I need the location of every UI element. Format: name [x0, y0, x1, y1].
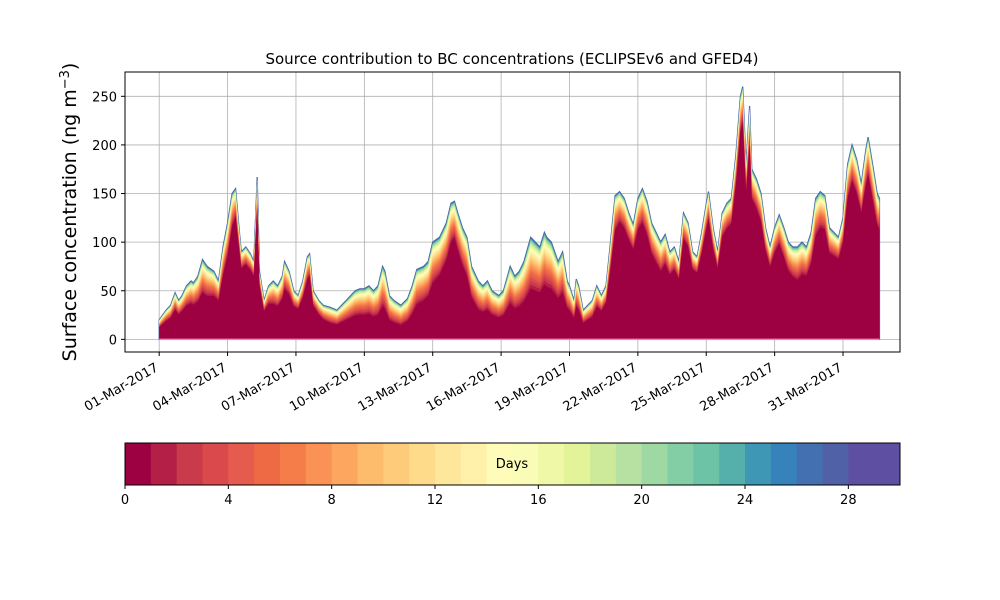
colorbar-label: Days — [496, 457, 529, 472]
colorbar-segment — [641, 443, 668, 485]
colorbar-segment — [125, 443, 152, 485]
chart-title: Source contribution to BC concentrations… — [265, 50, 758, 68]
colorbar-segment — [254, 443, 281, 485]
colorbar-segment — [719, 443, 746, 485]
y-axis-label: Surface concentration (ng m−3) — [58, 63, 82, 362]
colorbar-frame — [124, 442, 901, 486]
colorbar-segment — [409, 443, 436, 485]
colorbar-segment — [770, 443, 798, 485]
colorbar-tick-label: 16 — [530, 493, 547, 508]
colorbar-tick-label: 8 — [328, 493, 336, 508]
colorbar-segment — [357, 443, 384, 485]
colorbar-tick-label: 28 — [840, 493, 857, 508]
colorbar-segment — [512, 443, 539, 485]
colorbar-segment — [486, 443, 513, 485]
colorbar-tick-label: 4 — [224, 493, 232, 508]
x-tick-label: 16-Mar-2017 — [424, 360, 503, 414]
x-tick-label: 01-Mar-2017 — [82, 360, 161, 414]
y-tick-label: 0 — [109, 333, 117, 348]
x-tick-label: 25-Mar-2017 — [629, 360, 708, 414]
colorbar-segment — [460, 443, 488, 485]
colorbar-segment — [590, 443, 617, 485]
colorbar-tick-label: 12 — [427, 493, 444, 508]
colorbar-segment — [874, 443, 901, 485]
colorbar-segment — [538, 443, 565, 485]
colorbar-segment — [667, 443, 694, 485]
colorbar-segment — [383, 443, 410, 485]
y-tick-label: 100 — [92, 236, 117, 251]
colorbar-segment — [564, 443, 591, 485]
colorbar-segment — [848, 443, 875, 485]
colorbar-segment — [796, 443, 823, 485]
stacked-area-series — [158, 86, 881, 341]
x-axis: 01-Mar-201704-Mar-201707-Mar-201710-Mar-… — [82, 352, 845, 415]
x-tick-label: 31-Mar-2017 — [766, 360, 845, 414]
x-tick-label: 10-Mar-2017 — [287, 360, 366, 414]
y-tick-label: 200 — [92, 139, 117, 154]
colorbar-segment — [615, 443, 643, 485]
colorbar-segment — [305, 443, 333, 485]
area-layer-day-0 — [159, 121, 880, 340]
colorbar-segment — [202, 443, 229, 485]
colorbar-tick-label: 20 — [633, 493, 650, 508]
colorbar-segment — [435, 443, 462, 485]
colorbar-segment — [176, 443, 203, 485]
y-tick-label: 50 — [100, 285, 117, 300]
x-tick-label: 19-Mar-2017 — [492, 360, 571, 414]
colorbar-segment — [745, 443, 772, 485]
colorbar-segment — [228, 443, 255, 485]
colorbar-tick-label: 24 — [737, 493, 754, 508]
y-axis-label-main: Surface concentration (ng m — [59, 89, 81, 361]
colorbar-segment — [331, 443, 358, 485]
colorbar-segment — [150, 443, 178, 485]
colorbar-segment — [822, 443, 849, 485]
colorbar-segment — [280, 443, 307, 485]
y-tick-label: 150 — [92, 188, 117, 203]
x-tick-label: 13-Mar-2017 — [356, 360, 435, 414]
colorbar-segment — [693, 443, 720, 485]
x-tick-label: 04-Mar-2017 — [150, 360, 229, 414]
y-tick-label: 250 — [92, 90, 117, 105]
y-axis: 0 50 100 150 200 250 — [92, 90, 125, 348]
plot-frame — [124, 71, 901, 353]
colorbar-tick-label: 0 — [121, 493, 129, 508]
colorbar: 0 4 8 12 16 20 24 28 — [121, 442, 901, 508]
x-tick-label: 22-Mar-2017 — [561, 360, 640, 414]
y-axis-label-superscript: −3 — [58, 70, 73, 89]
y-axis-label-close: ) — [59, 63, 81, 70]
x-tick-label: 07-Mar-2017 — [219, 360, 298, 414]
x-tick-label: 28-Mar-2017 — [697, 360, 776, 414]
